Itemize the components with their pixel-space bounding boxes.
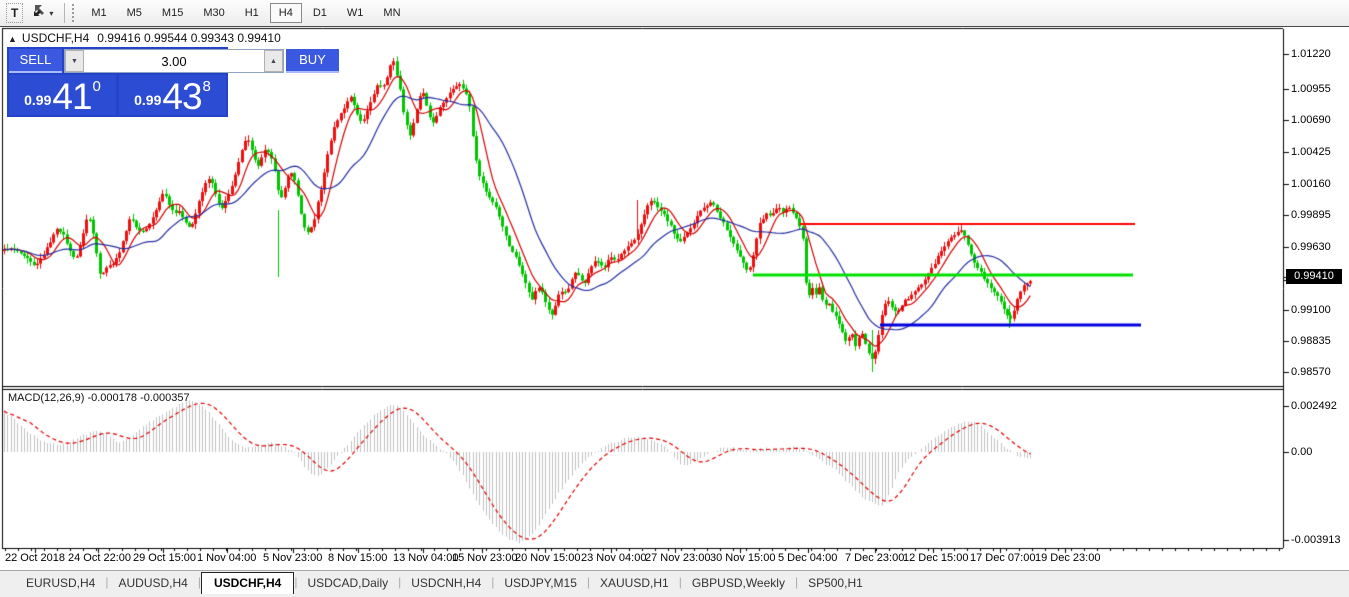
macd-indicator-label: MACD(12,26,9) -0.000178 -0.000357 [8,392,190,404]
time-axis-label: 22 Oct 2018 [5,552,65,564]
toolbar-separator [64,3,66,23]
tab-separator: | [794,575,799,589]
sell-price-big-digits: 41 [52,76,92,117]
volume-increase-button[interactable]: ▲ [264,50,283,72]
time-axis-label: 29 Oct 15:00 [133,552,196,564]
timeframe-button-h4[interactable]: H4 [269,3,302,23]
sell-button[interactable]: SELL [9,49,62,73]
timeframe-button-w1[interactable]: W1 [346,7,364,19]
time-axis-label: 27 Nov 23:00 [645,552,711,564]
chart-symbol-label: USDCHF,H4 [21,31,90,45]
time-axis-label: 23 Nov 04:00 [581,552,647,564]
time-axis-label: 20 Nov 15:00 [515,552,581,564]
chart-ohlc-values: 0.99416 0.99544 0.99343 0.99410 [97,31,281,45]
tab-separator: | [294,575,298,589]
tab-separator: | [678,575,682,589]
price-axis-label: 1.00955 [1291,83,1331,95]
timeframe-button-m5[interactable]: M5 [126,7,142,19]
timeframe-button-m15[interactable]: M15 [161,7,184,19]
price-axis-label: 1.00160 [1291,178,1331,190]
tab-separator: | [491,575,495,589]
toolbar: T ▾ M1 M5 M15 M30 H1 H4 D1 W1 MN [0,0,1349,27]
price-axis-label: 1.01220 [1291,48,1331,60]
chevron-down-icon: ▾ [49,8,54,18]
tab-separator: | [197,575,201,589]
price-axis-label: 0.99630 [1291,241,1331,253]
time-axis-label: 30 Nov 15:00 [710,552,776,564]
time-axis-label: 12 Dec 15:00 [903,552,969,564]
time-axis-label: 5 Nov 23:00 [263,552,323,564]
toolbar-grip-handle[interactable] [72,4,75,22]
sell-price-prefix: 0.99 [24,92,52,108]
time-axis-label: 19 Dec 23:00 [1035,552,1101,564]
time-axis-label: 8 Nov 15:00 [328,552,388,564]
time-axis-label: 13 Nov 04:00 [393,552,459,564]
tab-usdcad-daily[interactable]: USDCAD,Daily [307,576,389,590]
timeframe-button-m1[interactable]: M1 [91,7,107,19]
macd-axis-label: -0.003913 [1291,534,1341,546]
text-label-tool-button[interactable]: T [6,3,24,23]
sell-quote-button[interactable]: 0.99 41 0 [9,75,116,115]
timeframe-button-group: M1 M5 M15 M30 H1 H4 D1 W1 MN [81,3,410,23]
time-axis-label: 7 Dec 23:00 [845,552,905,564]
tab-separator: | [398,575,402,589]
volume-decrease-button[interactable]: ▼ [65,50,84,72]
chart-title: ▲ USDCHF,H4 0.99416 0.99544 0.99343 0.9941… [8,31,281,45]
time-axis-label: 1 Nov 04:00 [197,552,257,564]
timeframe-button-m30[interactable]: M30 [203,7,225,19]
one-click-trading-panel: SELL ▼ ▲ BUY 0.99 41 0 0.99 43 8 [7,47,339,117]
volume-input[interactable] [84,50,264,72]
buy-price-prefix: 0.99 [134,92,162,108]
tab-eurusd-h4[interactable]: EURUSD,H4 [26,576,96,590]
chart-tab-bar: EURUSD,H4 | AUDUSD,H4 | USDCHF,H4 | USDCAD,Dai… [0,570,1349,597]
tab-audusd-h4[interactable]: AUDUSD,H4 [118,576,188,590]
timeframe-button-d1[interactable]: D1 [312,7,327,19]
buy-price-pip-digit: 8 [202,78,211,95]
volume-stepper: ▼ ▲ [64,49,284,73]
tab-usdcnh-h4[interactable]: USDCNH,H4 [411,576,482,590]
price-axis-label: 1.00690 [1291,114,1331,126]
price-axis-label: 0.99895 [1291,209,1331,221]
buy-quote-button[interactable]: 0.99 43 8 [119,75,226,115]
price-axis-label: 0.99100 [1291,304,1331,316]
cursor-tool-button[interactable]: ▾ [27,3,57,23]
cursor-arrows-icon [31,3,47,23]
timeframe-button-h1[interactable]: H1 [244,7,259,19]
timeframe-button-mn[interactable]: MN [383,7,401,19]
price-axis-label: 0.98570 [1291,366,1331,378]
buy-button[interactable]: BUY [286,49,339,73]
buy-price-big-digits: 43 [162,76,202,117]
tab-xauusd-h1[interactable]: XAUUSD,H1 [600,576,669,590]
collapse-chart-icon[interactable]: ▲ [8,34,17,44]
time-axis-label: 17 Dec 07:00 [970,552,1036,564]
price-axis-label: 0.98835 [1291,335,1331,347]
tab-separator: | [586,575,590,589]
tab-usdchf-h4[interactable]: USDCHF,H4 [200,572,295,594]
current-price-badge: 0.99410 [1286,269,1342,284]
macd-axis-label: 0.002492 [1291,400,1337,412]
sell-price-pip-digit: 0 [92,78,101,95]
tab-sp500-h1[interactable]: SP500,H1 [808,576,863,590]
time-axis-label: 5 Dec 04:00 [778,552,838,564]
tab-separator: | [105,575,109,589]
time-axis-label: 24 Oct 22:00 [68,552,131,564]
macd-axis-label: 0.00 [1291,446,1313,458]
tab-usdjpy-m15[interactable]: USDJPY,M15 [504,576,577,590]
tab-gbpusd-weekly[interactable]: GBPUSD,Weekly [691,576,785,590]
time-axis-label: 15 Nov 23:00 [452,552,518,564]
price-axis-label: 1.00425 [1291,146,1331,158]
